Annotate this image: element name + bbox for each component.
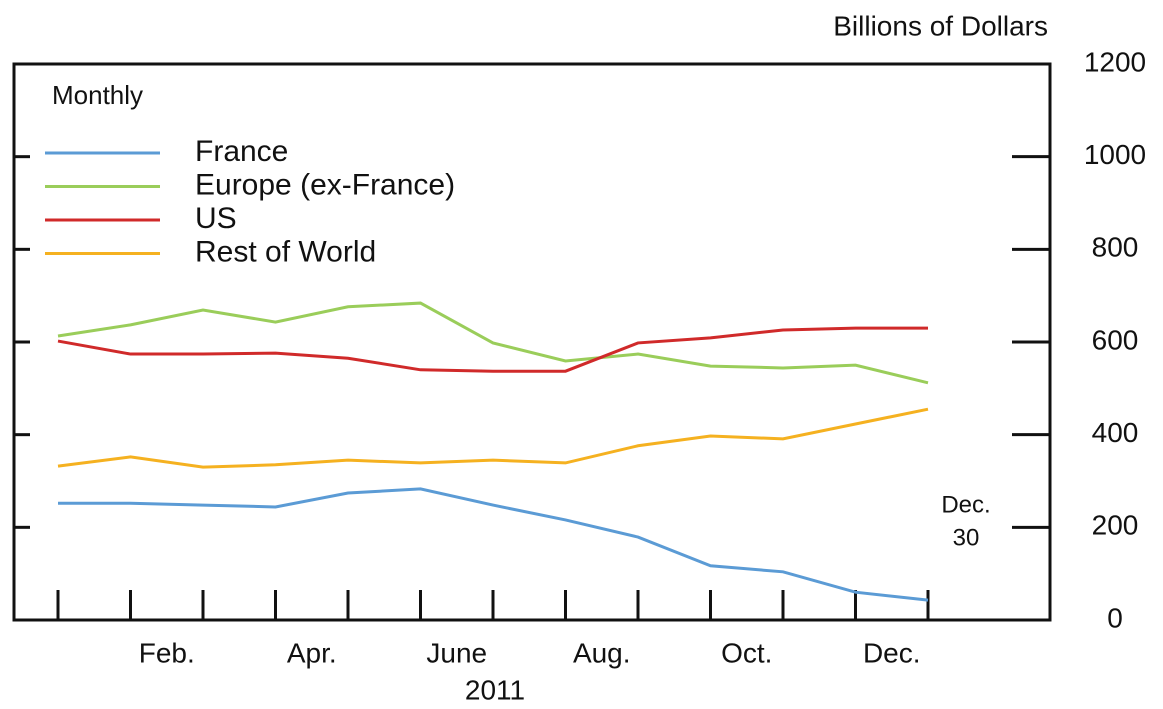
- end-note: Dec.: [941, 491, 990, 518]
- legend-label: Rest of World: [195, 235, 376, 268]
- end-note-day: 30: [953, 524, 980, 551]
- y-tick-label: 200: [1092, 510, 1139, 541]
- y-tick-label: 800: [1092, 232, 1139, 263]
- y-tick-label: 400: [1092, 417, 1139, 448]
- y-tick-label: 1200: [1084, 46, 1146, 77]
- series-line: [57, 326, 928, 373]
- series-line: [58, 487, 929, 602]
- x-tick-label: June: [426, 637, 487, 668]
- y-axis-label: Billions of Dollars: [833, 10, 1048, 41]
- x-tick-label: Aug.: [573, 637, 631, 668]
- plot-frame: [12, 62, 1052, 622]
- x-axis-label: 2011: [465, 674, 525, 705]
- x-tick-label: Dec.: [863, 637, 921, 668]
- x-tick-label: Feb.: [139, 637, 195, 668]
- legend-label: France: [195, 135, 288, 168]
- series-line: [57, 301, 929, 385]
- x-tick-label: Oct.: [721, 637, 772, 668]
- legend-label: US: [195, 202, 237, 235]
- y-tick-label: 0: [1107, 602, 1123, 633]
- series-line: [57, 407, 929, 469]
- x-tick-label: Apr.: [287, 637, 337, 668]
- legend-label: Europe (ex-France): [195, 168, 455, 201]
- frequency-note: Monthly: [52, 80, 143, 110]
- y-tick-label: 600: [1092, 324, 1139, 355]
- y-tick-label: 1000: [1084, 139, 1146, 170]
